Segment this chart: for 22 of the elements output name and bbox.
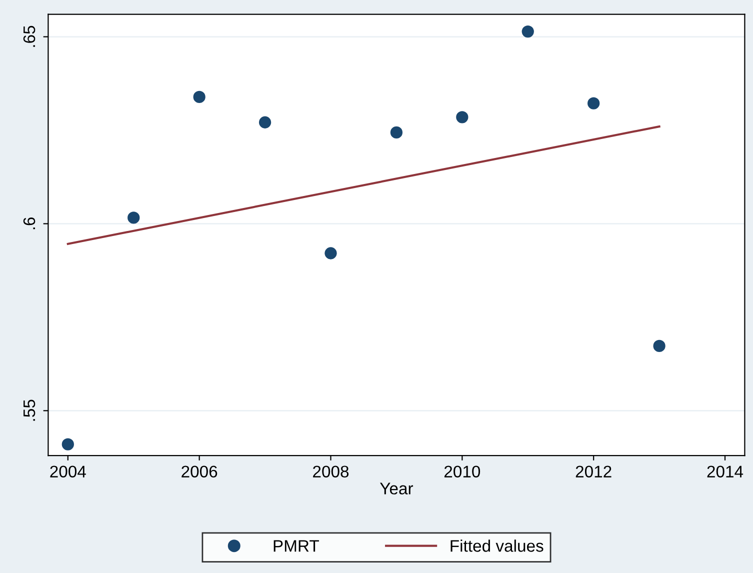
x-tick-label: 2006 — [182, 466, 218, 478]
y-tick-label: .65 — [23, 26, 36, 47]
point — [128, 212, 140, 224]
point — [522, 25, 534, 38]
x-tick-label: 2012 — [576, 466, 612, 478]
legend-label: PMRT — [274, 540, 320, 552]
x-tick-label: 2008 — [313, 466, 349, 478]
point — [588, 97, 600, 110]
point — [258, 116, 272, 128]
x-tick-label: 2014 — [707, 466, 744, 478]
x-axis-title: Year — [380, 482, 414, 494]
point — [324, 247, 337, 260]
y-tick-label: .6 — [23, 217, 36, 230]
point — [456, 111, 468, 124]
point — [62, 438, 74, 450]
point — [653, 340, 666, 352]
y-tick-label: .55 — [24, 400, 36, 421]
point — [390, 126, 403, 139]
x-tick-label: 2004 — [50, 466, 86, 478]
point — [193, 90, 206, 104]
x-tick-label: 2010 — [444, 466, 480, 478]
legend-label: Fitted values — [450, 540, 544, 552]
